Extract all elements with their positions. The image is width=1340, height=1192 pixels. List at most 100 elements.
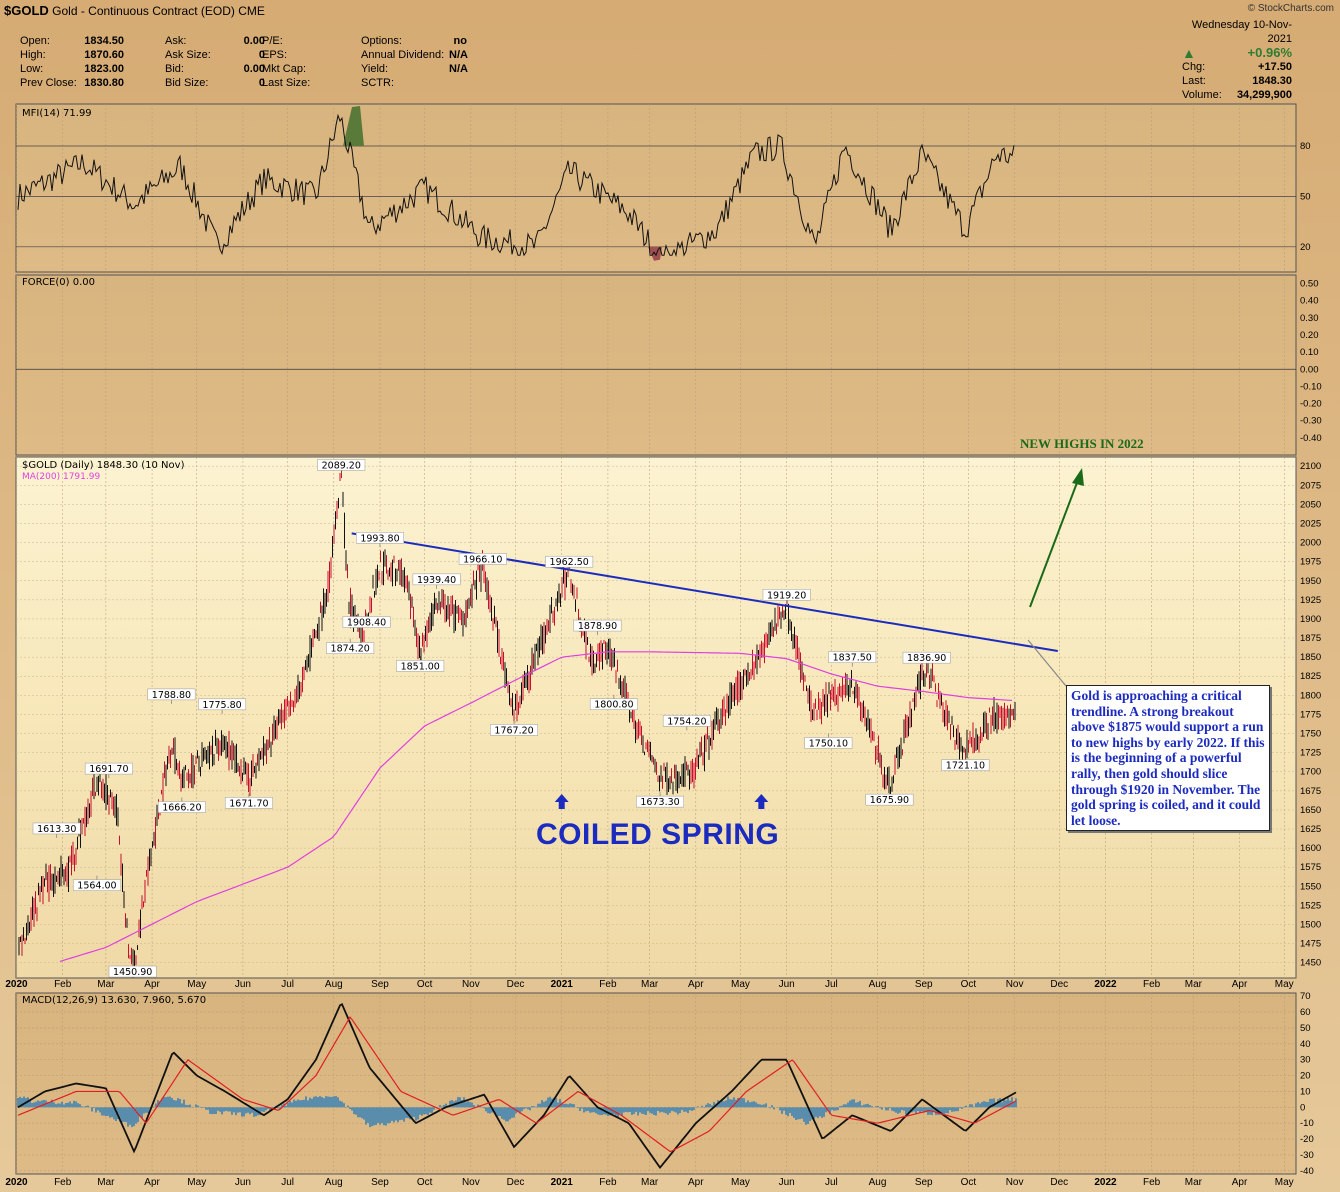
x-tick-label: Aug (325, 1177, 343, 1188)
price-ytick: 1850 (1300, 652, 1321, 663)
x-tick-label: Sep (915, 1177, 933, 1188)
price-label: 1450.90 (113, 967, 152, 978)
price-label-box (490, 724, 539, 736)
price-ytick: 1625 (1300, 824, 1321, 835)
price-label: 1775.80 (202, 700, 241, 711)
resistance-trendline (351, 532, 1058, 653)
price-label-box (458, 553, 507, 565)
x-tick-label: Mar (641, 979, 659, 990)
macd-ytick: 20 (1300, 1071, 1311, 1082)
price-label: 1800.80 (594, 700, 633, 711)
ma200-line (59, 651, 1013, 962)
change-label: Chg: (1182, 61, 1206, 73)
x-tick-label: Apr (144, 979, 160, 990)
macd-signal-line (17, 1016, 1017, 1153)
quote-summary: Wednesday 10-Nov-2021 ▲ +0.96% Chg: +17.5… (1182, 18, 1292, 102)
x-tick-label: Jun (235, 979, 251, 990)
price-ytick: 1500 (1300, 920, 1321, 931)
last-value: 1848.30 (1252, 75, 1292, 87)
price-ytick: 1825 (1300, 671, 1321, 682)
quote-value (322, 62, 352, 76)
x-tick-label: Nov (462, 979, 480, 990)
price-label-box (108, 965, 157, 978)
price-label: 1908.40 (347, 618, 386, 629)
description: Gold - Continuous Contract (EOD) (52, 4, 235, 18)
price-label-box (804, 737, 853, 749)
quote-value: N/A (449, 49, 468, 61)
force-panel (15, 274, 1297, 456)
x-tick-label: Feb (54, 1177, 72, 1188)
x-tick-label: Mar (641, 1177, 659, 1188)
x-tick-label: Jul (281, 1177, 294, 1188)
macd-panel (15, 992, 1297, 1175)
x-tick-label: May (187, 979, 206, 990)
quote-key: Prev Close: (20, 77, 77, 89)
price-label: 1878.90 (578, 621, 617, 632)
quote-value: 1870.60 (84, 49, 124, 61)
price-ytick: 1650 (1300, 805, 1321, 816)
quote-value: 0.00 (243, 35, 265, 47)
macd-ytick: 10 (1300, 1086, 1311, 1097)
force-ytick: -0.10 (1300, 381, 1322, 392)
x-tick-label: Dec (507, 1177, 525, 1188)
x-tick-label: May (1275, 1177, 1294, 1188)
price-ytick: 1575 (1300, 862, 1321, 873)
quote-key: Yield: (361, 63, 389, 75)
quote-value: N/A (449, 63, 468, 75)
volume-value: 34,299,900 (1236, 89, 1292, 101)
quote-key: EPS: (262, 49, 288, 61)
x-tick-label: Jul (825, 1177, 838, 1188)
mfi-line (17, 113, 1015, 258)
quote-key: Options: (361, 35, 402, 47)
x-tick-label: 2021 (551, 1177, 574, 1188)
quote-row: Ask Size: 0 (165, 48, 265, 62)
x-tick-label: May (731, 1177, 750, 1188)
price-ytick: 2025 (1300, 518, 1321, 529)
price-label-box (545, 555, 594, 568)
price-ytick: 1925 (1300, 595, 1321, 606)
x-tick-label: Jul (281, 979, 294, 990)
quote-value (322, 34, 352, 48)
quote-key: Bid Size: (165, 77, 209, 89)
price-label-box (224, 797, 273, 809)
price-label: 1962.50 (550, 557, 589, 568)
quote-row: Bid: 0.00 (165, 62, 265, 76)
price-label: 1836.90 (907, 653, 946, 664)
x-tick-label: Feb (54, 979, 72, 990)
macd-ytick: -30 (1300, 1150, 1314, 1161)
force-ytick: 0.00 (1300, 364, 1319, 375)
price-label-box (589, 698, 638, 710)
price-ytick: 1800 (1300, 690, 1321, 701)
quote-row: Last Size: (262, 76, 352, 90)
quote-row: Prev Close: 1830.80 (20, 76, 124, 90)
price-label: 1874.20 (331, 644, 370, 655)
price-label: 1851.00 (401, 661, 440, 672)
x-tick-label: Mar (97, 1177, 115, 1188)
price-ytick: 1875 (1300, 633, 1321, 644)
price-label-box (412, 573, 461, 586)
quote-row: Yield: N/A (361, 62, 468, 76)
price-label-box (326, 642, 375, 654)
mfi-label: MFI(14) 71.99 (22, 108, 92, 119)
x-tick-label: Aug (869, 1177, 887, 1188)
quote-row: Ask: 0.00 (165, 34, 265, 48)
quote-row: Bid Size: 0 (165, 76, 265, 90)
new-highs-arrow-head (1072, 468, 1084, 486)
price-label: 1788.80 (152, 690, 191, 701)
x-tick-label: Apr (688, 1177, 704, 1188)
x-tick-label: Jul (825, 979, 838, 990)
quote-row: High: 1870.60 (20, 48, 124, 62)
mfi-ytick: 20 (1300, 242, 1311, 253)
price-label-box (828, 651, 877, 663)
price-ytick: 1700 (1300, 767, 1321, 778)
quote-row: SCTR: (361, 76, 467, 90)
x-tick-label: Aug (325, 979, 343, 990)
ma-label: MA(200) 1791.99 (22, 472, 100, 482)
x-tick-label: May (187, 1177, 206, 1188)
price-ytick: 2000 (1300, 538, 1321, 549)
quote-value: 0.00 (243, 63, 265, 75)
x-tick-label: Aug (869, 979, 887, 990)
quote-col-1: Open: 1834.50 High: 1870.60 Low: 1823.00 Prev … (20, 34, 124, 90)
price-label: 1564.00 (77, 881, 116, 892)
